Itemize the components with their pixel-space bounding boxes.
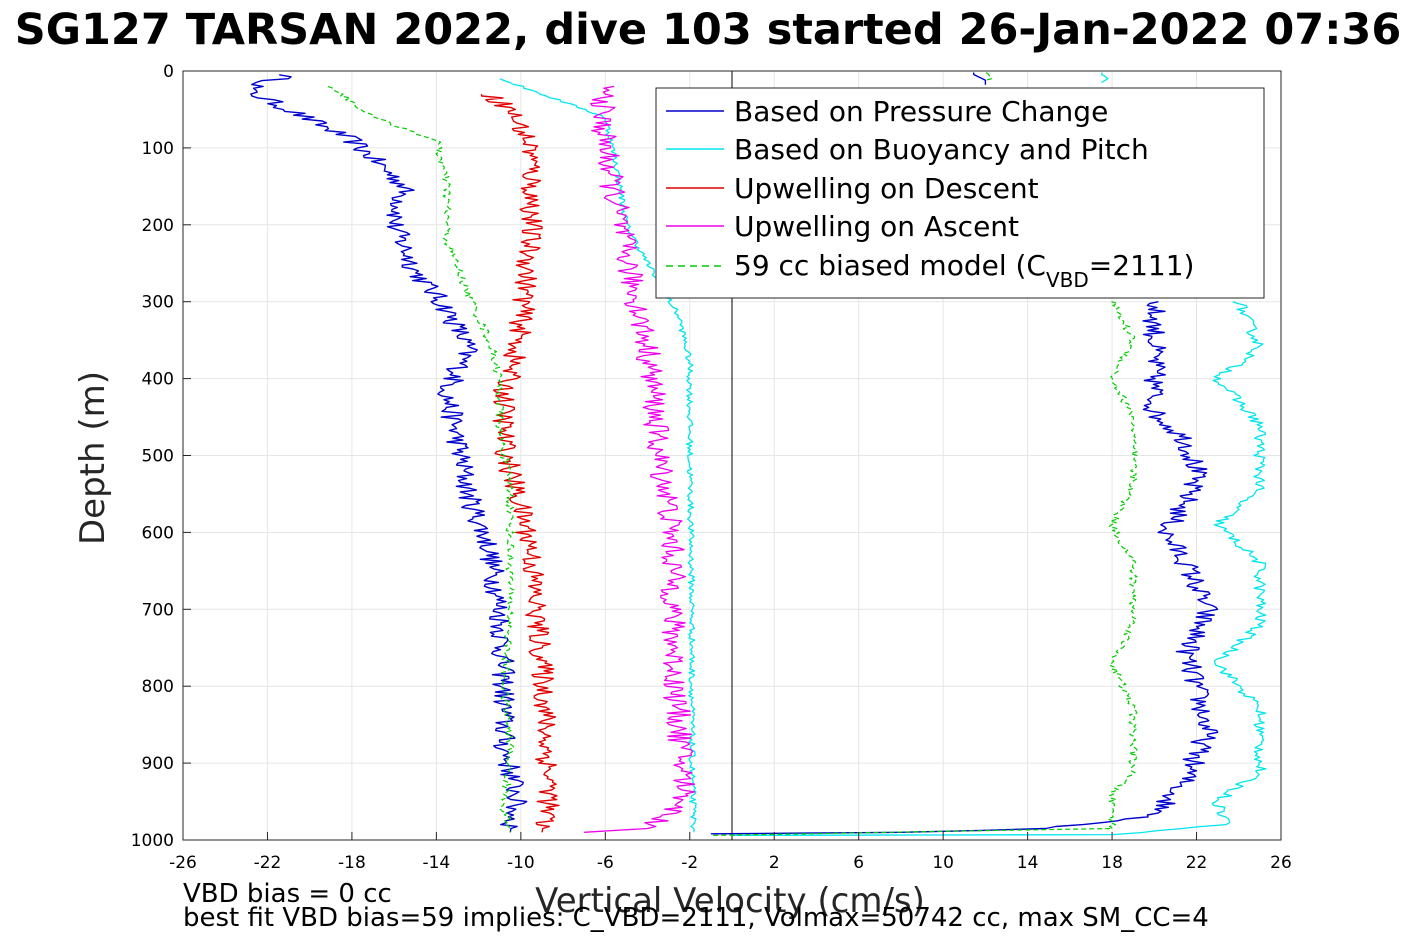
y-axis-ticks: 0 100 200 300 400 500 600 700 800 900 1000 xyxy=(131,62,191,851)
legend-entry-ascent-upwelling: Upwelling on Ascent xyxy=(666,210,1019,243)
x-tick-label: -14 xyxy=(422,853,450,873)
y-tick-label: 400 xyxy=(142,370,174,390)
y-axis-label: Depth (m) xyxy=(73,371,113,545)
legend-entry-buoyancy: Based on Buoyancy and Pitch xyxy=(666,133,1149,166)
legend-label: Upwelling on Ascent xyxy=(734,210,1019,243)
x-tick-label: 18 xyxy=(1101,853,1123,873)
y-tick-label: 800 xyxy=(142,677,174,697)
legend-box xyxy=(655,87,1265,299)
series-ascent_upwelling xyxy=(584,85,696,833)
series-model_top xyxy=(985,72,993,81)
series-pressure_top xyxy=(972,72,987,85)
series-layer xyxy=(250,72,1267,837)
x-tick-label: 14 xyxy=(1017,853,1039,873)
legend-label-main: 59 cc biased model (C xyxy=(734,249,1046,282)
footer-best-fit: best fit VBD bias=59 implies: C_VBD=2111… xyxy=(183,903,1209,933)
x-tick-label: 26 xyxy=(1270,853,1292,873)
x-axis-label: Vertical Velocity (cm/s) xyxy=(535,881,925,921)
chart-title: SG127 TARSAN 2022, dive 103 started 26-J… xyxy=(15,5,1402,55)
y-tick-label: 900 xyxy=(142,754,174,774)
y-tick-label: 0 xyxy=(163,62,174,82)
x-tick-label: -10 xyxy=(507,853,535,873)
legend-label: Upwelling on Descent xyxy=(734,172,1039,205)
legend-entry-biased-model: 59 cc biased model (CVBD=2111) xyxy=(666,249,1194,292)
x-tick-label: 6 xyxy=(853,853,864,873)
legend-label: Based on Buoyancy and Pitch xyxy=(734,133,1149,166)
legend-label: Based on Pressure Change xyxy=(734,95,1108,128)
x-tick-label: -26 xyxy=(169,853,197,873)
legend-entry-pressure: Based on Pressure Change xyxy=(666,95,1108,128)
x-tick-label: 22 xyxy=(1186,853,1208,873)
series-buoyancy_top xyxy=(1101,72,1109,84)
x-tick-label: -6 xyxy=(597,853,614,873)
footer-vbd-bias: VBD bias = 0 cc xyxy=(183,879,392,909)
y-tick-label: 1000 xyxy=(131,831,174,851)
x-tick-label: 2 xyxy=(769,853,780,873)
series-pressure_ascent xyxy=(710,301,1219,835)
series-pressure_descent xyxy=(250,74,528,833)
x-axis-ticks: -26 -22 -18 -14 -10 -6 -2 2 6 10 14 18 22 26 xyxy=(169,832,1292,873)
legend-label-subscript: VBD xyxy=(1046,268,1089,292)
x-tick-label: -18 xyxy=(338,853,366,873)
series-buoyancy_ascent xyxy=(731,301,1267,837)
x-tick-label: 10 xyxy=(932,853,954,873)
legend-entry-descent-upwelling: Upwelling on Descent xyxy=(666,172,1039,205)
legend-label: 59 cc biased model (CVBD=2111) xyxy=(734,249,1194,292)
x-tick-label: -2 xyxy=(681,853,698,873)
series-buoyancy_descent xyxy=(499,78,697,833)
y-tick-label: 200 xyxy=(142,216,174,236)
y-tick-label: 300 xyxy=(142,293,174,313)
series-descent_upwelling xyxy=(480,93,560,833)
y-tick-label: 500 xyxy=(142,447,174,467)
series-model_descent xyxy=(327,85,516,833)
y-tick-label: 100 xyxy=(142,139,174,159)
y-tick-label: 600 xyxy=(142,523,174,543)
legend-label-tail: =2111) xyxy=(1089,249,1195,282)
y-tick-label: 700 xyxy=(142,600,174,620)
legend: Based on Pressure Change Based on Buoyan… xyxy=(655,87,1265,299)
x-tick-label: -22 xyxy=(254,853,282,873)
